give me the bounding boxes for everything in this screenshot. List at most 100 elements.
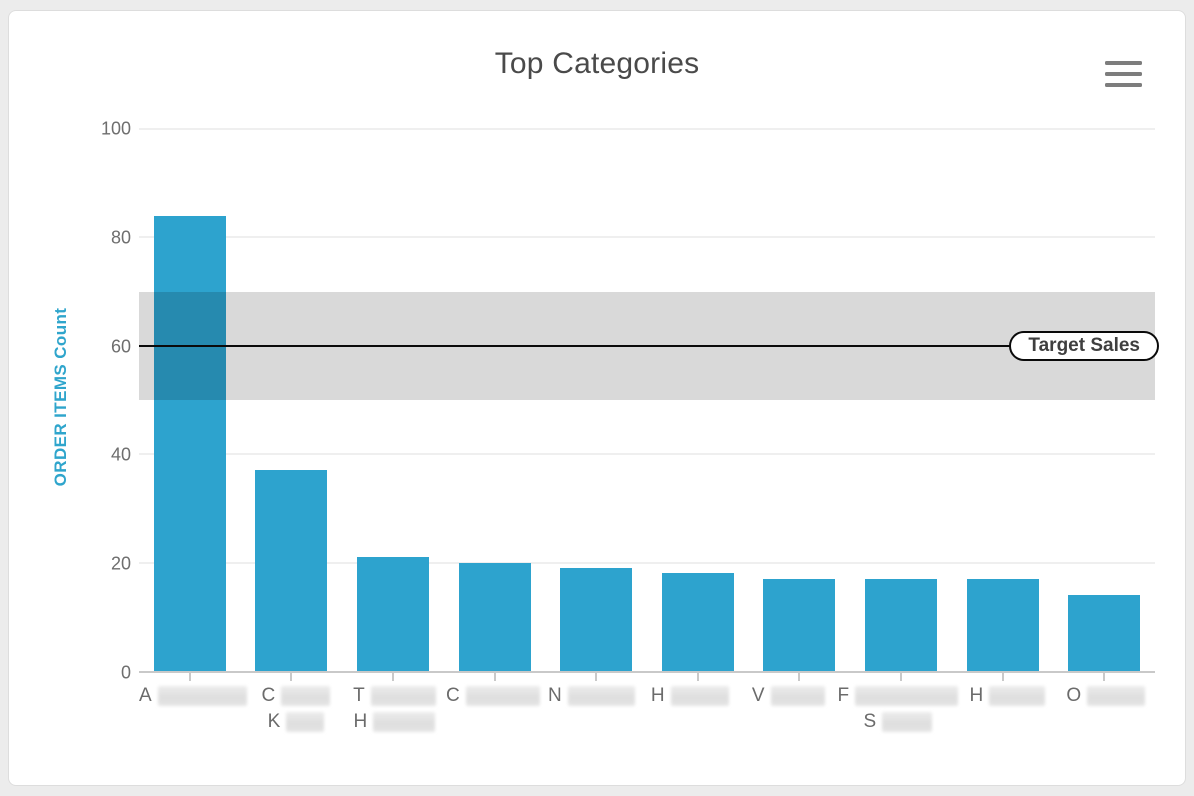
- redacted-label-segment: [286, 712, 325, 732]
- bar-cell: [850, 129, 952, 681]
- y-tick-label: 40: [110, 444, 131, 465]
- bar-category-8[interactable]: [864, 578, 937, 671]
- x-axis-label-text: C: [445, 685, 460, 706]
- x-axis-tick: [595, 673, 598, 681]
- x-axis-label-line: S: [863, 711, 933, 733]
- x-axis-tick: [798, 673, 801, 681]
- y-tick-label: 100: [100, 118, 131, 139]
- x-axis-label: V: [739, 685, 837, 733]
- target-sales-label: Target Sales: [1009, 330, 1159, 361]
- x-axis-label-line: V: [752, 685, 825, 707]
- bar-cell: [545, 129, 647, 681]
- bar-category-7[interactable]: [763, 578, 836, 671]
- x-axis-label: H: [958, 685, 1056, 733]
- chart-title: Top Categories: [494, 47, 700, 80]
- bar-category-6[interactable]: [661, 573, 734, 671]
- gridline: [139, 561, 1155, 564]
- x-axis-label-text: C: [261, 685, 276, 706]
- x-axis-label-line: O: [1066, 685, 1146, 707]
- bar-category-5[interactable]: [560, 568, 633, 671]
- x-axis-tick: [899, 673, 902, 681]
- redacted-label-segment: [370, 686, 436, 706]
- redacted-label-segment: [855, 686, 959, 706]
- x-axis-label: N: [542, 685, 640, 733]
- bar-cell: [952, 129, 1054, 681]
- redacted-label-segment: [281, 686, 331, 706]
- x-axis-label-line: C: [446, 685, 540, 707]
- hamburger-icon: [1105, 61, 1142, 65]
- x-axis-tick: [493, 673, 496, 681]
- x-axis-label-text: S: [863, 711, 877, 732]
- bars-container: [139, 129, 1155, 681]
- redacted-label-segment: [989, 686, 1046, 706]
- x-axis-label-line: T: [353, 685, 436, 707]
- target-line: [139, 344, 1155, 347]
- bar-cell: [139, 129, 241, 681]
- bar-cell: [342, 129, 444, 681]
- x-axis-label-text: V: [751, 685, 765, 706]
- hamburger-icon: [1105, 72, 1142, 76]
- x-axis-label-line: F: [838, 685, 959, 707]
- chart-card: Top Categories ORDER ITEMS Count 0 20 40 60…: [8, 10, 1186, 786]
- x-axis-label-line: A: [139, 685, 247, 707]
- bar-cell: [1053, 129, 1155, 681]
- x-axis-label-line: C: [262, 685, 331, 707]
- target-sales-label-text: Target Sales: [1028, 334, 1140, 356]
- gridline: [139, 236, 1155, 239]
- bar-category-1[interactable]: [153, 215, 226, 671]
- x-axis-label-line: H: [969, 685, 1046, 707]
- hamburger-menu-button[interactable]: [1105, 61, 1142, 87]
- x-axis-tick: [696, 673, 699, 681]
- x-axis-label-line: H: [354, 711, 436, 733]
- bar-category-9[interactable]: [966, 578, 1039, 671]
- y-tick-label: 80: [110, 227, 131, 248]
- x-axis-label-text: N: [547, 685, 562, 706]
- redacted-label-segment: [157, 686, 247, 706]
- y-tick-label: 60: [110, 336, 131, 357]
- redacted-label-segment: [373, 712, 436, 732]
- x-axis-label: H: [641, 685, 739, 733]
- x-axis-tick: [1103, 673, 1106, 681]
- x-axis-label-text: H: [650, 685, 665, 706]
- x-axis-label-text: T: [353, 685, 365, 706]
- y-axis-tick-labels: 0 20 40 60 80 100: [9, 119, 131, 683]
- x-axis-label: C: [444, 685, 542, 733]
- x-axis-tick: [391, 673, 394, 681]
- x-axis-label: A: [139, 685, 247, 733]
- bar-category-4[interactable]: [458, 562, 531, 671]
- x-axis-label-text: H: [353, 711, 368, 732]
- bar-cell: [444, 129, 546, 681]
- hamburger-icon: [1105, 83, 1142, 87]
- y-tick-label: 20: [110, 553, 131, 574]
- redacted-label-segment: [567, 686, 635, 706]
- gridline: [139, 453, 1155, 456]
- x-axis-tick: [1001, 673, 1004, 681]
- bar-category-2[interactable]: [255, 470, 328, 671]
- x-axis-label-line: K: [268, 711, 325, 733]
- bar-category-10[interactable]: [1068, 595, 1141, 671]
- redacted-label-segment: [882, 712, 933, 732]
- x-axis-label-text: F: [837, 685, 850, 706]
- x-axis-label-text: A: [139, 685, 152, 706]
- x-axis-label-text: H: [969, 685, 984, 706]
- bar-category-3[interactable]: [356, 557, 429, 671]
- redacted-label-segment: [1087, 686, 1146, 706]
- x-axis-label-line: H: [651, 685, 729, 707]
- redacted-label-segment: [670, 686, 729, 706]
- x-axis-label-text: K: [267, 711, 281, 732]
- plot-area: Target Sales: [139, 128, 1159, 681]
- x-axis-label: O: [1057, 685, 1155, 733]
- gridline: [139, 128, 1155, 130]
- bar-cell: [647, 129, 749, 681]
- redacted-label-segment: [770, 686, 825, 706]
- bar-cell: [749, 129, 851, 681]
- x-axis-label-line: N: [548, 685, 635, 707]
- bar-cell: [241, 129, 343, 681]
- y-tick-label: 0: [120, 662, 131, 683]
- x-axis-tick: [290, 673, 293, 681]
- redacted-label-segment: [465, 686, 540, 706]
